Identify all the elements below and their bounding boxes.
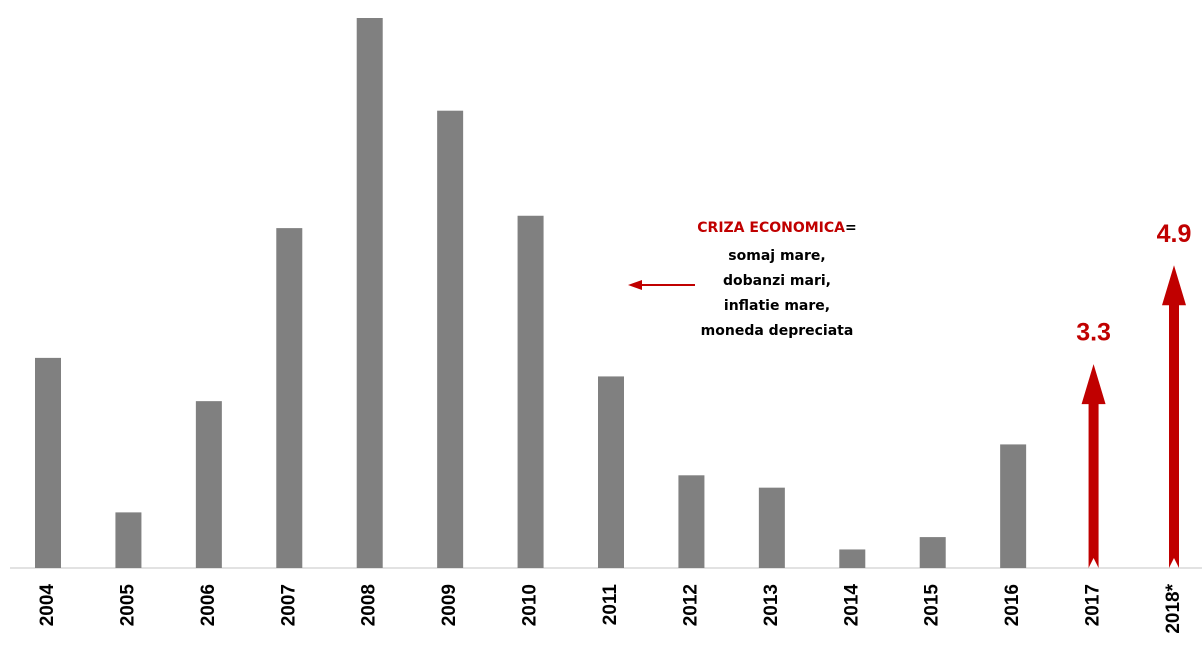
x-tick-label: 2006 — [198, 584, 219, 626]
bar — [356, 18, 383, 568]
x-tick-label: 2016 — [1002, 584, 1023, 626]
annotation-heading: CRIZA ECONOMICA — [697, 220, 845, 236]
x-tick-label: 2017 — [1083, 584, 1104, 626]
bar — [1000, 444, 1027, 568]
bar — [276, 228, 303, 568]
bar — [35, 357, 61, 568]
x-tick-label: 2005 — [117, 584, 138, 627]
x-tick-label: 2008 — [359, 584, 380, 626]
x-tick-label: 2014 — [841, 584, 862, 627]
bar — [758, 487, 785, 568]
annotation-heading-line: CRIZA ECONOMICA= — [697, 220, 856, 236]
x-tick-label: 2011 — [600, 584, 621, 626]
annotation-line: moneda depreciata — [701, 323, 854, 339]
bar — [517, 215, 544, 568]
bar — [678, 475, 705, 568]
x-tick-label: 2010 — [520, 584, 541, 626]
bar — [919, 537, 946, 568]
x-tick-label: 2015 — [922, 584, 943, 627]
bar — [437, 110, 464, 569]
bar — [115, 512, 142, 568]
arrow — [1162, 265, 1186, 568]
bar — [195, 401, 222, 568]
annotation-line: somaj mare, — [728, 248, 825, 264]
value-label: 4.9 — [1157, 220, 1192, 248]
x-tick-label: 2012 — [680, 584, 701, 626]
arrow — [1081, 364, 1106, 568]
value-label: 3.3 — [1076, 319, 1111, 347]
annotation-suffix: = — [845, 220, 857, 236]
bar — [839, 549, 866, 568]
x-tick-label: 2009 — [439, 584, 460, 626]
bar — [598, 376, 624, 568]
annotation-arrow-head — [628, 280, 642, 290]
x-tick-label: 2007 — [278, 584, 299, 626]
annotation-line: dobanzi mari, — [723, 273, 831, 289]
x-tick-label: 2018* — [1163, 583, 1184, 633]
annotation: CRIZA ECONOMICA= somaj mare, dobanzi mari… — [628, 220, 857, 339]
annotation-line: inflatie mare, — [724, 298, 830, 314]
x-tick-label: 2004 — [37, 584, 58, 627]
x-tick-label: 2013 — [761, 584, 782, 626]
